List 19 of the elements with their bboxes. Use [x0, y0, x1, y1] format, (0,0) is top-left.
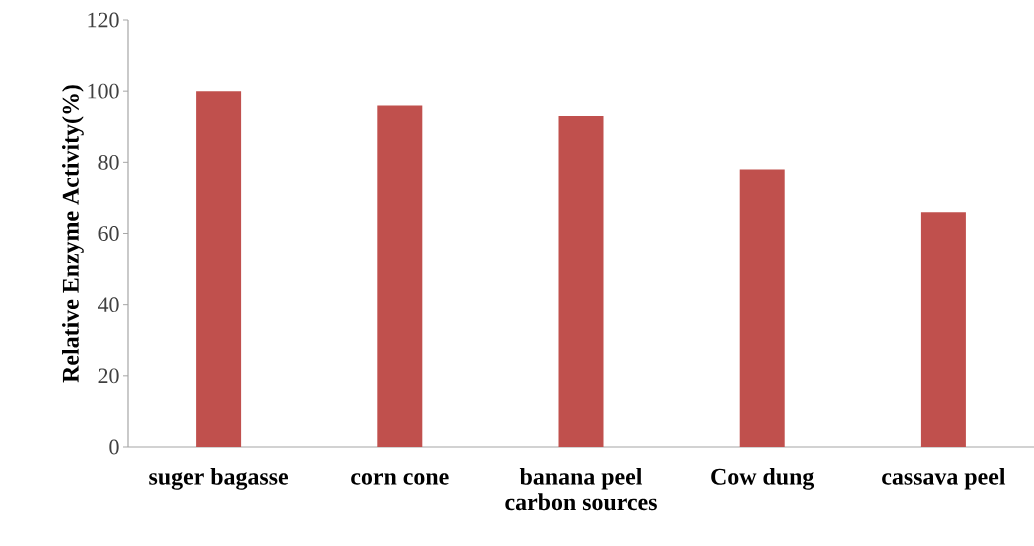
x-tick-label: suger bagasse	[149, 467, 289, 490]
bar	[739, 169, 785, 447]
bar	[377, 105, 423, 447]
y-tick-label: 120	[88, 12, 119, 28]
bar	[558, 116, 604, 447]
y-tick-label: 80	[98, 154, 119, 170]
y-tick-label: 100	[88, 83, 119, 99]
x-tick-label: cassava peel	[882, 467, 1006, 490]
x-tick-label: Cow dung	[711, 467, 815, 490]
y-tick-label: 60	[98, 226, 119, 241]
y-axis-title: Relative Enzyme Activity(%)	[62, 85, 84, 383]
y-tick-label: 40	[97, 297, 119, 313]
x-axis-title: carbon sources	[505, 493, 657, 511]
bar	[196, 91, 242, 447]
y-tick-label: 20	[98, 368, 119, 384]
x-tick-label: banana peel	[519, 467, 643, 490]
bar	[920, 212, 966, 447]
y-tick-label: 0	[109, 439, 119, 455]
x-tick-label: corn cone	[351, 473, 449, 485]
